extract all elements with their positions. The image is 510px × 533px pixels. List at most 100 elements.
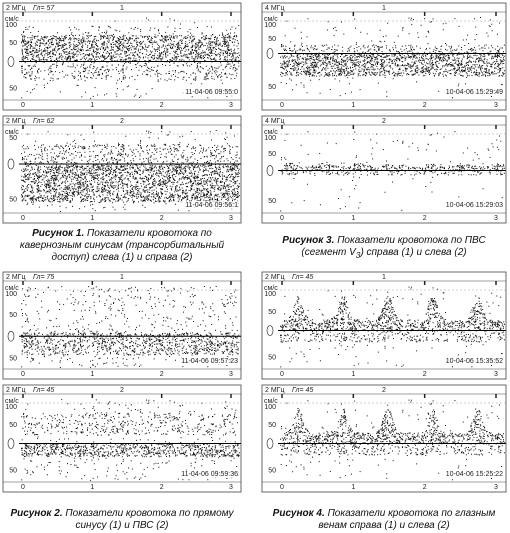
probe-icon [266, 48, 274, 59]
y-label: 50 [268, 422, 276, 429]
spectrogram [21, 130, 240, 212]
caption-label: Рисунок 4. [272, 508, 325, 519]
x-label: 1 [351, 484, 355, 491]
x-label: 2 [160, 371, 164, 378]
timestamp: 11-04-06 09:55:0 [185, 89, 238, 96]
frequency: 2 МГц [6, 387, 25, 394]
x-label: 1 [90, 102, 94, 109]
y-label: 100 [264, 22, 276, 29]
probe-icon [7, 158, 15, 170]
x-label: 3 [494, 484, 498, 491]
x-label: 2 [423, 484, 427, 491]
y-label: 50 [9, 85, 17, 92]
depth: Гл= 45 [292, 387, 313, 394]
x-label: 2 [423, 371, 427, 378]
x-label: 2 [423, 215, 427, 222]
timestamp-bg [444, 88, 504, 96]
figure-caption: Рисунок 1. Показатели кровотока по кавер… [3, 228, 241, 264]
x-label: 0 [280, 484, 284, 491]
y-label: 50 [268, 84, 276, 91]
y-label: 50 [9, 467, 17, 474]
caption-label: Рисунок 2. [10, 508, 63, 519]
x-label: 0 [21, 484, 25, 491]
y-label: 100 [264, 404, 276, 411]
unit: см/с [5, 285, 19, 292]
spectrogram [21, 17, 240, 99]
unit: см/с [5, 398, 19, 405]
timestamp: 11-04-06 09:59:36 [181, 471, 238, 478]
x-label: 0 [280, 102, 284, 109]
x-label: 1 [351, 215, 355, 222]
x-label: 3 [494, 371, 498, 378]
caption-sub: 3 [355, 250, 361, 260]
panel-number: 1 [120, 274, 124, 281]
probe-icon [7, 330, 15, 342]
x-label: 3 [494, 102, 498, 109]
panel-number: 2 [382, 118, 386, 125]
unit: см/с [264, 285, 278, 292]
y-label: 100 [264, 135, 276, 142]
frequency: 2 МГц [6, 274, 25, 281]
y-label: 100 [5, 291, 17, 298]
spectrogram [280, 17, 505, 99]
unit: см/с [264, 16, 278, 23]
timestamp: 10-04-06 15:29:03 [446, 202, 503, 209]
probe-icon [266, 438, 274, 449]
spectrogram [280, 286, 505, 368]
x-label: 1 [351, 102, 355, 109]
panel-number: 2 [120, 118, 124, 125]
timestamp-bg [179, 357, 239, 365]
spectrogram [280, 399, 505, 481]
timestamp-bg [444, 470, 504, 478]
timestamp: 10-04-06 15:35:52 [446, 358, 503, 365]
frequency: 2 МГц [265, 387, 284, 394]
panel-number: 1 [120, 5, 124, 12]
timestamp-bg [179, 88, 239, 96]
y-label: 50 [268, 151, 276, 158]
x-label: 0 [21, 102, 25, 109]
caption-label: Рисунок 3. [282, 235, 335, 246]
x-label: 2 [160, 102, 164, 109]
y-label: 50 [9, 135, 17, 142]
y-label: 50 [9, 312, 17, 319]
figure-caption: Рисунок 4. Показатели кровотока по глазн… [262, 508, 506, 532]
x-label: 0 [280, 215, 284, 222]
probe-icon [266, 165, 274, 176]
probe-icon [7, 438, 15, 449]
figure-caption: Рисунок 2. Показатели кровотока по прямо… [3, 508, 241, 532]
x-label: 1 [90, 484, 94, 491]
timestamp: 11-04-06 09:56:1 [185, 202, 238, 209]
timestamp: 11-04-06 09:57:23 [181, 358, 238, 365]
timestamp-bg [179, 470, 239, 478]
x-label: 3 [494, 215, 498, 222]
timestamp-bg [444, 201, 504, 209]
caption-text: Показатели кровотока по прямому синусу (… [65, 508, 234, 531]
y-label: 50 [268, 198, 276, 205]
panel-number: 2 [120, 387, 124, 394]
y-label: 50 [9, 355, 17, 362]
frequency: 4 МГц [265, 5, 284, 12]
depth: Гл= 45 [292, 274, 313, 281]
x-label: 3 [229, 371, 233, 378]
depth: Гл= 62 [33, 118, 54, 125]
x-label: 2 [160, 484, 164, 491]
x-label: 3 [229, 484, 233, 491]
timestamp-bg [444, 357, 504, 365]
x-label: 1 [90, 371, 94, 378]
y-label: 50 [268, 354, 276, 361]
x-label: 3 [229, 215, 233, 222]
caption-label: Рисунок 1. [32, 228, 85, 239]
x-label: 0 [280, 371, 284, 378]
panel-number: 1 [382, 5, 386, 12]
x-label: 2 [160, 215, 164, 222]
y-label: 100 [5, 404, 17, 411]
